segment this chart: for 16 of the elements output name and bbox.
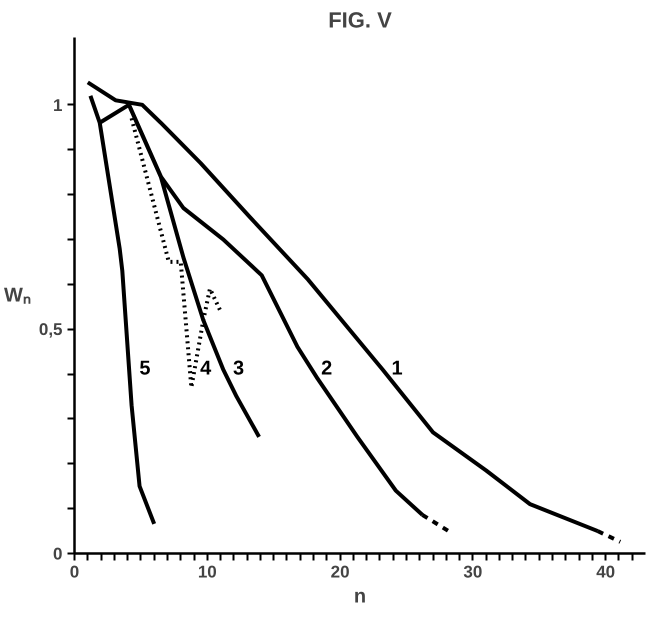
x-tick-label: 30	[463, 562, 482, 582]
series-label: 2	[321, 358, 332, 380]
series-label: 4	[200, 358, 212, 380]
x-tick-label: 10	[198, 562, 217, 582]
y-axis-title: Wₙ	[4, 284, 31, 306]
x-axis-title: n	[354, 586, 366, 608]
series-label: 1	[392, 358, 403, 380]
y-tick-label: 0	[53, 544, 63, 564]
x-tick-label: 0	[70, 562, 80, 582]
x-tick-label: 20	[330, 562, 350, 582]
chart-title: FIG. V	[328, 8, 392, 32]
y-tick-label: 0,5	[38, 320, 63, 340]
series-label: 5	[139, 358, 151, 380]
y-tick-label: 1	[53, 96, 63, 115]
series-label: 3	[232, 358, 244, 380]
x-tick-label: 40	[596, 562, 616, 582]
